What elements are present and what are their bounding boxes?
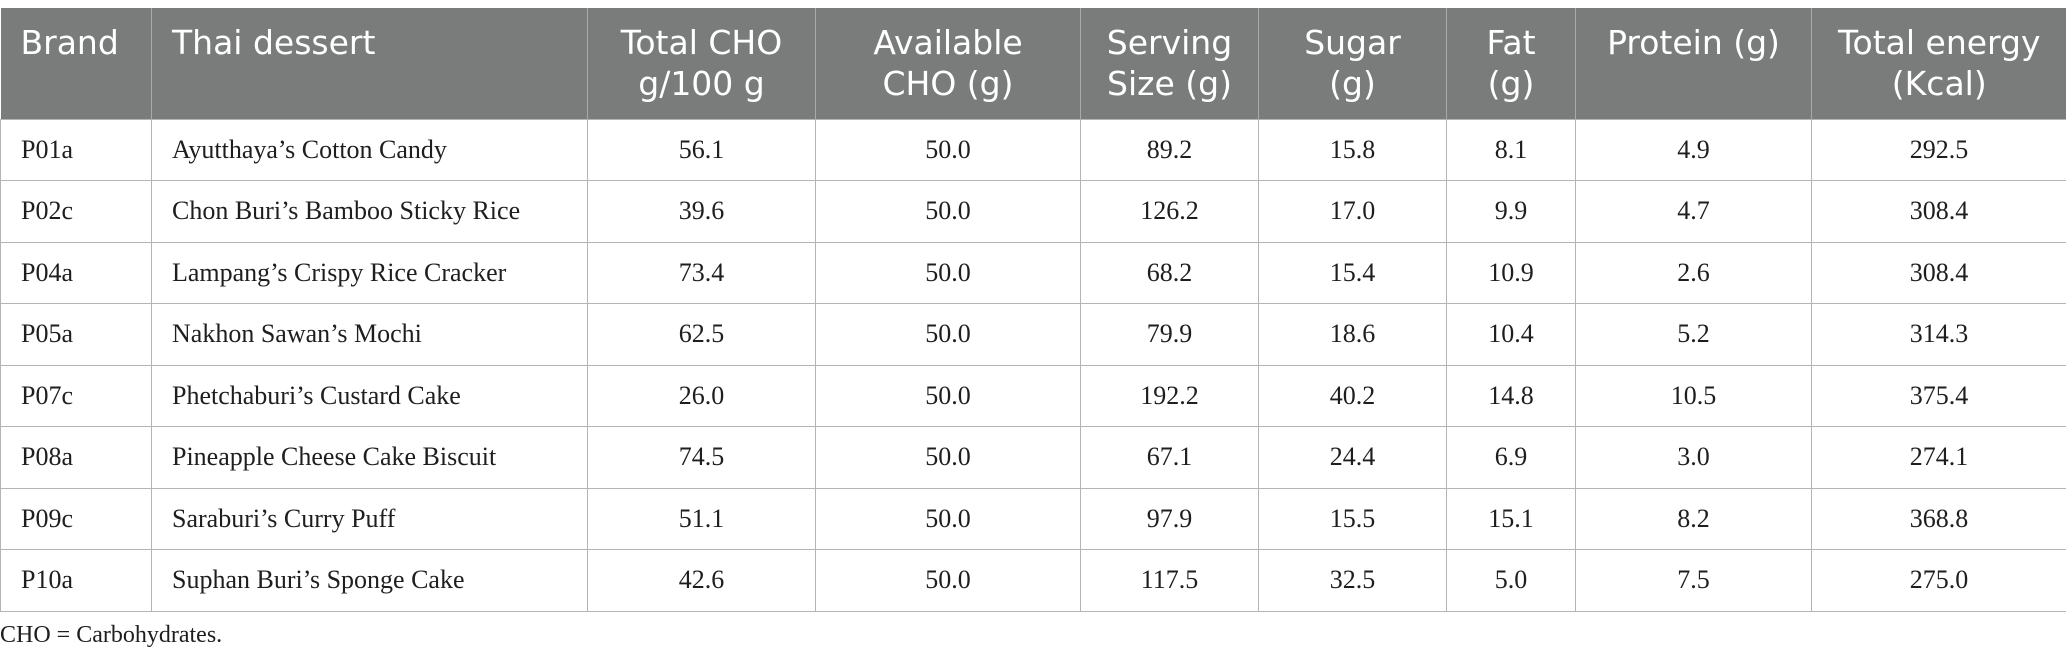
value-cell: 368.8 xyxy=(1811,487,2066,550)
value-cell: 8.2 xyxy=(1575,487,1812,550)
value-cell: 314.3 xyxy=(1811,303,2066,366)
value-cell: 97.9 xyxy=(1080,487,1259,550)
value-cell: 5.0 xyxy=(1446,549,1576,612)
value-cell: 9.9 xyxy=(1446,180,1576,243)
value-cell: 50.0 xyxy=(815,364,1081,427)
value-cell: 192.2 xyxy=(1080,364,1259,427)
value-cell: 275.0 xyxy=(1811,549,2066,612)
value-cell: 274.1 xyxy=(1811,426,2066,489)
table-footnote: CHO = Carbohydrates. xyxy=(0,622,223,648)
table-row: P04a Lampang’s Crispy Rice Cracker 73.4 50.… xyxy=(0,241,2066,304)
value-cell: 375.4 xyxy=(1811,364,2066,427)
value-cell: 32.5 xyxy=(1258,549,1447,612)
value-cell: 50.0 xyxy=(815,118,1081,181)
value-cell: 4.9 xyxy=(1575,118,1812,181)
table-row: P02c Chon Buri’s Bamboo Sticky Rice 39.6 50… xyxy=(0,180,2066,243)
value-cell: 10.9 xyxy=(1446,241,1576,304)
value-cell: 42.6 xyxy=(587,549,816,612)
value-cell: 15.5 xyxy=(1258,487,1447,550)
value-cell: 308.4 xyxy=(1811,241,2066,304)
value-cell: 7.5 xyxy=(1575,549,1812,612)
column-header: Serving Size (g) xyxy=(1080,8,1259,119)
value-cell: 15.4 xyxy=(1258,241,1447,304)
value-cell: 50.0 xyxy=(815,426,1081,489)
table-row: P09c Saraburi’s Curry Puff 51.1 50.0 97.9 15.… xyxy=(0,487,2066,550)
value-cell: 17.0 xyxy=(1258,180,1447,243)
value-cell: 15.1 xyxy=(1446,487,1576,550)
table-header: Brand Thai dessert Total CHO g/100 g Availab… xyxy=(0,8,2066,119)
table-row: P05a Nakhon Sawan’s Mochi 62.5 50.0 79.9 18.6… xyxy=(0,303,2066,366)
column-header: Fat (g) xyxy=(1446,8,1576,119)
brand-cell: P05a xyxy=(0,303,152,366)
nutrition-table-container: Brand Thai dessert Total CHO g/100 g Availab… xyxy=(0,8,2066,612)
column-header: Protein (g) xyxy=(1575,8,1812,119)
dessert-name-cell: Pineapple Cheese Cake Biscuit xyxy=(151,426,588,489)
nutrition-table: Brand Thai dessert Total CHO g/100 g Availab… xyxy=(0,8,2066,612)
value-cell: 292.5 xyxy=(1811,118,2066,181)
value-cell: 10.4 xyxy=(1446,303,1576,366)
column-header: Total energy (Kcal) xyxy=(1811,8,2066,119)
brand-cell: P04a xyxy=(0,241,152,304)
dessert-name-cell: Chon Buri’s Bamboo Sticky Rice xyxy=(151,180,588,243)
value-cell: 26.0 xyxy=(587,364,816,427)
dessert-name-cell: Saraburi’s Curry Puff xyxy=(151,487,588,550)
value-cell: 126.2 xyxy=(1080,180,1259,243)
value-cell: 308.4 xyxy=(1811,180,2066,243)
value-cell: 3.0 xyxy=(1575,426,1812,489)
value-cell: 50.0 xyxy=(815,487,1081,550)
table-row: P07c Phetchaburi’s Custard Cake 26.0 50.0 19… xyxy=(0,364,2066,427)
value-cell: 51.1 xyxy=(587,487,816,550)
value-cell: 8.1 xyxy=(1446,118,1576,181)
value-cell: 40.2 xyxy=(1258,364,1447,427)
value-cell: 24.4 xyxy=(1258,426,1447,489)
table-row: P01a Ayutthaya’s Cotton Candy 56.1 50.0 89.2… xyxy=(0,118,2066,181)
table-body: P01a Ayutthaya’s Cotton Candy 56.1 50.0 89.2… xyxy=(0,118,2066,612)
value-cell: 39.6 xyxy=(587,180,816,243)
value-cell: 50.0 xyxy=(815,549,1081,612)
value-cell: 50.0 xyxy=(815,303,1081,366)
value-cell: 50.0 xyxy=(815,180,1081,243)
table-row: P10a Suphan Buri’s Sponge Cake 42.6 50.0 117… xyxy=(0,549,2066,612)
value-cell: 5.2 xyxy=(1575,303,1812,366)
value-cell: 89.2 xyxy=(1080,118,1259,181)
value-cell: 74.5 xyxy=(587,426,816,489)
value-cell: 10.5 xyxy=(1575,364,1812,427)
brand-cell: P09c xyxy=(0,487,152,550)
value-cell: 79.9 xyxy=(1080,303,1259,366)
dessert-name-cell: Nakhon Sawan’s Mochi xyxy=(151,303,588,366)
brand-cell: P10a xyxy=(0,549,152,612)
table-row: P08a Pineapple Cheese Cake Biscuit 74.5 50.… xyxy=(0,426,2066,489)
dessert-name-cell: Phetchaburi’s Custard Cake xyxy=(151,364,588,427)
value-cell: 14.8 xyxy=(1446,364,1576,427)
value-cell: 15.8 xyxy=(1258,118,1447,181)
brand-cell: P07c xyxy=(0,364,152,427)
value-cell: 18.6 xyxy=(1258,303,1447,366)
header-row: Brand Thai dessert Total CHO g/100 g Availab… xyxy=(0,8,2066,119)
value-cell: 68.2 xyxy=(1080,241,1259,304)
dessert-name-cell: Ayutthaya’s Cotton Candy xyxy=(151,118,588,181)
value-cell: 62.5 xyxy=(587,303,816,366)
dessert-name-cell: Suphan Buri’s Sponge Cake xyxy=(151,549,588,612)
dessert-name-cell: Lampang’s Crispy Rice Cracker xyxy=(151,241,588,304)
brand-cell: P08a xyxy=(0,426,152,489)
column-header: Brand xyxy=(0,8,152,119)
value-cell: 4.7 xyxy=(1575,180,1812,243)
value-cell: 117.5 xyxy=(1080,549,1259,612)
brand-cell: P02c xyxy=(0,180,152,243)
value-cell: 2.6 xyxy=(1575,241,1812,304)
value-cell: 50.0 xyxy=(815,241,1081,304)
brand-cell: P01a xyxy=(0,118,152,181)
value-cell: 73.4 xyxy=(587,241,816,304)
column-header: Sugar (g) xyxy=(1258,8,1447,119)
column-header: Available CHO (g) xyxy=(815,8,1081,119)
value-cell: 56.1 xyxy=(587,118,816,181)
value-cell: 67.1 xyxy=(1080,426,1259,489)
column-header: Total CHO g/100 g xyxy=(587,8,816,119)
column-header: Thai dessert xyxy=(151,8,588,119)
value-cell: 6.9 xyxy=(1446,426,1576,489)
